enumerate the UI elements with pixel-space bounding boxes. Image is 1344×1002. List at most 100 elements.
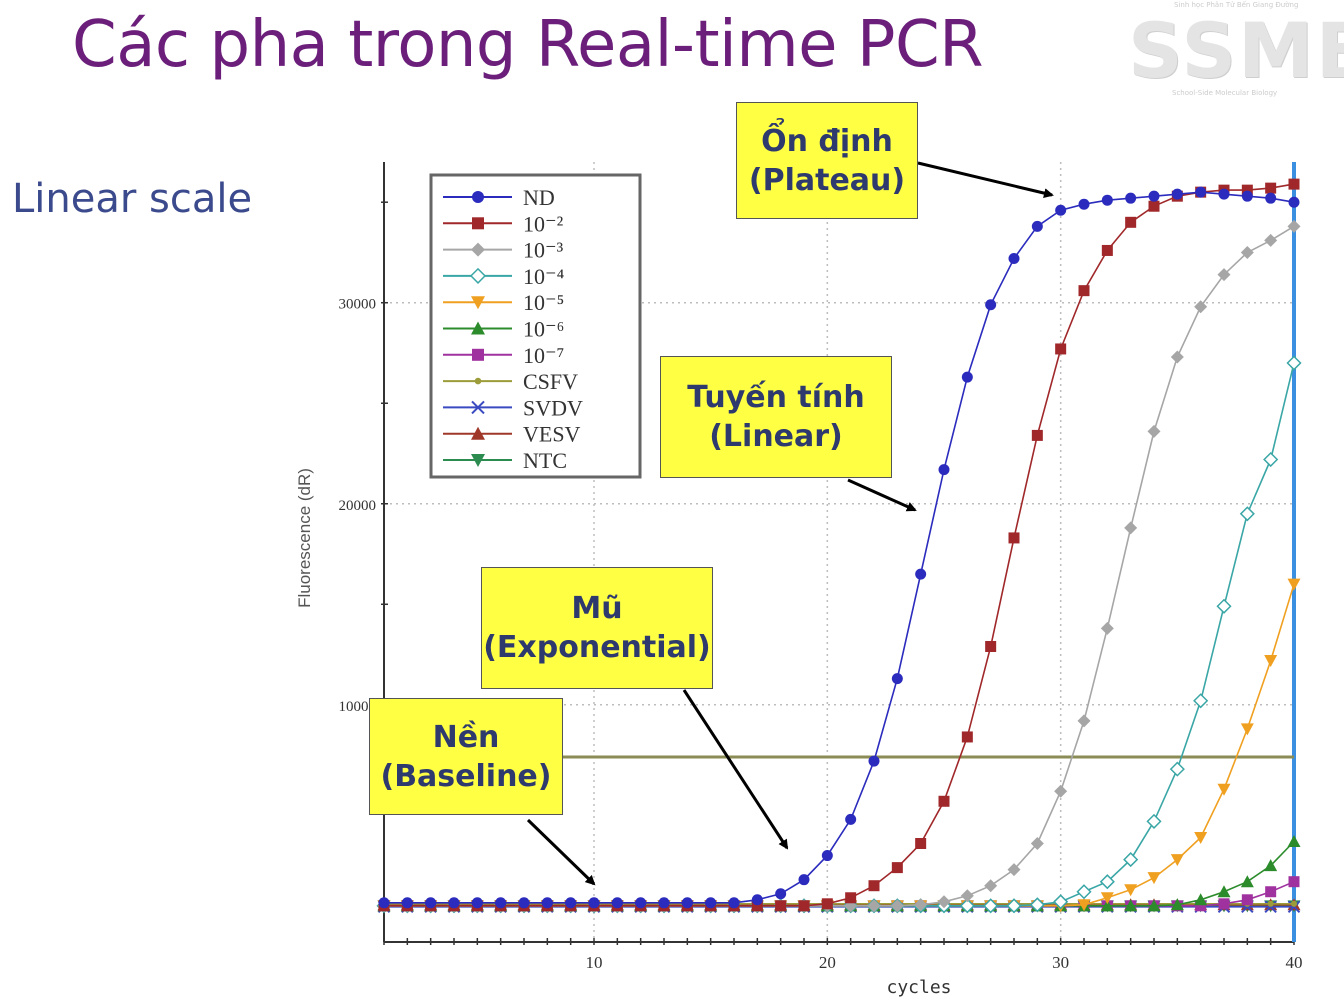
legend-swatch-marker <box>474 377 482 385</box>
legend-label: 10⁻⁶ <box>523 317 564 342</box>
data-point-10 <box>1170 350 1184 364</box>
data-point-10 <box>798 900 810 912</box>
data-point-10 <box>1006 898 1022 914</box>
legend-swatch-marker <box>471 296 485 310</box>
data-point-10 <box>1287 219 1301 233</box>
plateau-arrow <box>917 161 1054 199</box>
legend-label: 10⁻⁷ <box>523 343 564 368</box>
data-point-10 <box>1147 899 1161 912</box>
legend-label: ND <box>523 185 555 210</box>
callout-baseline-line1: Nền <box>432 719 500 755</box>
series-10 <box>377 834 1301 912</box>
x-axis-label: cycles <box>886 977 951 998</box>
data-point-10 <box>915 837 927 849</box>
callout-plateau-line2: (Plateau) <box>748 162 906 198</box>
data-point-nd <box>868 755 880 767</box>
data-point-10 <box>1264 655 1278 668</box>
y-tick-label: 30000 <box>339 297 377 313</box>
y-axis-label: Fluorescence (dR) <box>295 468 314 608</box>
data-point-nd <box>845 813 857 825</box>
linear-arrow <box>847 478 917 512</box>
data-point-10 <box>1287 834 1301 847</box>
data-point-10 <box>1169 761 1185 777</box>
callout-linear-line1: Tuyến tính <box>687 380 865 415</box>
data-point-nd <box>775 888 787 900</box>
data-point-10 <box>1193 693 1209 709</box>
legend-label: 10⁻⁴ <box>523 264 565 289</box>
legend-label: 10⁻³ <box>523 238 564 263</box>
data-point-10 <box>751 900 763 912</box>
data-point-10 <box>961 731 973 743</box>
legend-swatch-marker <box>471 321 485 335</box>
data-point-10 <box>1286 355 1302 371</box>
data-point-nd <box>891 673 903 685</box>
data-point-10 <box>1099 874 1115 890</box>
data-point-nd <box>938 464 950 476</box>
data-point-10 <box>891 862 903 874</box>
data-point-10 <box>1240 723 1254 736</box>
logo-tagline-top: Sinh học Phân Tử Bến Giang Đường <box>1174 1 1299 9</box>
data-point-nd <box>985 299 997 311</box>
x-tick-label: 30 <box>1052 953 1069 972</box>
exponential-arrow <box>682 689 789 850</box>
data-point-10 <box>1288 876 1300 888</box>
data-point-10 <box>1218 898 1230 910</box>
data-point-nd <box>401 897 413 909</box>
legend-box <box>429 173 642 479</box>
scale-label: Linear scale <box>12 176 253 222</box>
data-point-nd <box>611 897 623 909</box>
baseline-arrow <box>526 818 596 886</box>
data-point-nd <box>471 897 483 909</box>
callout-baseline: Nền (Baseline) <box>369 698 563 815</box>
data-point-10 <box>1239 506 1255 522</box>
data-point-10 <box>1076 884 1092 900</box>
data-point-nd <box>635 897 647 909</box>
data-point-10 <box>984 879 998 893</box>
data-point-nd <box>565 897 577 909</box>
data-point-nd <box>378 897 390 909</box>
data-point-10 <box>1100 892 1114 905</box>
callout-exponential: Mũ (Exponential) <box>481 567 713 689</box>
data-point-nd <box>425 897 437 909</box>
data-point-10 <box>1217 268 1231 282</box>
data-point-10 <box>1265 886 1277 898</box>
data-point-10 <box>1217 783 1231 796</box>
data-point-nd <box>961 371 973 383</box>
data-point-10 <box>1147 872 1161 885</box>
data-point-10 <box>1008 532 1020 544</box>
data-point-10 <box>914 898 928 912</box>
x-tick-label: 40 <box>1286 953 1303 972</box>
data-point-10 <box>1077 714 1091 728</box>
data-point-10 <box>1288 178 1300 190</box>
data-point-nd <box>728 897 740 909</box>
data-point-nd <box>1265 192 1277 204</box>
series-line-10 <box>384 183 1295 907</box>
legend-swatch-marker <box>471 400 485 415</box>
x-tick-label: 20 <box>819 953 836 972</box>
data-point-10 <box>1101 244 1113 256</box>
data-point-nd <box>915 568 927 580</box>
data-point-10 <box>1147 424 1161 438</box>
legend-swatch-marker <box>472 217 484 230</box>
data-point-10 <box>959 898 975 914</box>
legend-label: CSFV <box>523 369 578 394</box>
data-point-nd <box>1031 220 1043 232</box>
legend-swatch-marker <box>472 348 484 361</box>
legend-swatch-marker <box>471 426 485 440</box>
data-point-10 <box>1194 300 1208 314</box>
callout-linear-line2: (Linear) <box>709 419 843 454</box>
data-point-10 <box>1146 813 1162 829</box>
data-point-10 <box>1216 598 1232 614</box>
data-point-nd <box>1218 188 1230 200</box>
data-point-10 <box>775 900 787 912</box>
data-point-10 <box>1240 875 1254 888</box>
callout-baseline-line2: (Baseline) <box>380 758 552 794</box>
legend-swatch-marker <box>469 267 487 284</box>
data-point-10 <box>1077 899 1091 912</box>
data-point-10 <box>1053 894 1069 910</box>
legend-swatch-marker <box>472 191 484 203</box>
callout-plateau: Ổn định (Plateau) <box>736 102 918 219</box>
data-point-10 <box>1054 784 1068 798</box>
data-point-10 <box>1241 184 1253 196</box>
